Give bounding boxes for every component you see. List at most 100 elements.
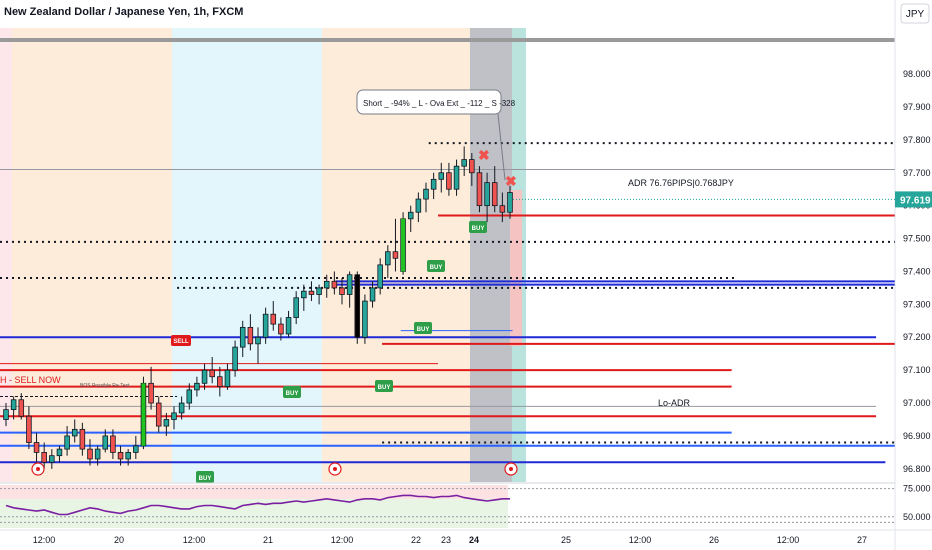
candle-body — [33, 442, 40, 453]
buy-badge — [283, 386, 301, 398]
candle-body — [484, 182, 490, 207]
candle-body — [224, 369, 231, 387]
sell-badge — [171, 335, 191, 346]
candle-body — [461, 159, 467, 167]
candle-body — [362, 300, 368, 338]
session-band — [0, 28, 12, 482]
candle-body — [438, 172, 445, 180]
chart-title: New Zealand Dollar / Japanese Yen, 1h, F… — [4, 6, 243, 18]
y-tick-label: 97.700 — [903, 168, 931, 178]
session-band — [172, 28, 322, 482]
candle-body — [255, 336, 261, 345]
candle-body — [10, 399, 17, 411]
x-tick-label: 12:00 — [777, 535, 800, 545]
candle-body — [186, 389, 193, 404]
y-tick-label: 98.000 — [903, 69, 931, 79]
candle-body — [469, 159, 475, 174]
y-tick-label: 97.300 — [903, 299, 931, 309]
candle-body — [102, 435, 109, 450]
candle-body — [499, 205, 506, 213]
buy-label: BUY — [286, 391, 299, 397]
event-dot — [36, 467, 40, 471]
candle-body — [331, 280, 338, 289]
adr-label: ADR 76.76PIPS|0.768JPY — [628, 178, 734, 188]
x-tick-label: 20 — [114, 535, 124, 545]
x-tick-label: 22 — [411, 535, 421, 545]
lo-adr-label: Lo-ADR — [658, 398, 691, 408]
candle-body — [491, 182, 498, 207]
candle-body — [453, 165, 460, 190]
buy-badge — [427, 260, 445, 272]
session-band — [12, 28, 172, 482]
candle-body — [178, 402, 185, 414]
buy-label: BUY — [417, 327, 430, 333]
candle-body — [270, 313, 277, 325]
currency-label: JPY — [906, 9, 925, 20]
buy-badge — [196, 471, 214, 483]
candle-body — [201, 369, 208, 384]
stats-box — [356, 89, 502, 115]
candle-body — [293, 297, 299, 318]
candle-body — [369, 287, 376, 302]
impulse-candle — [401, 218, 406, 272]
y-tick-label: 97.400 — [903, 266, 931, 276]
x-marker-icon: ✖ — [478, 147, 490, 163]
candle-body — [323, 280, 330, 289]
candle-body — [64, 435, 70, 450]
x-tick-label: 23 — [441, 535, 451, 545]
candle-body — [239, 326, 246, 348]
x-marker-icon: ✖ — [505, 173, 517, 189]
candle-body — [171, 412, 177, 420]
osc-tick-label: 75.000 — [903, 484, 931, 494]
y-tick-label: 96.800 — [903, 464, 931, 474]
candle-body — [110, 435, 116, 453]
candle-body — [133, 445, 139, 453]
candle-body — [415, 198, 422, 213]
candle-body — [117, 451, 124, 460]
candle-body — [385, 251, 391, 266]
y-tick-label: 97.000 — [903, 398, 931, 408]
candle-body — [148, 382, 154, 404]
buy-badge — [414, 322, 432, 334]
candle-body — [41, 451, 47, 463]
candle-body — [316, 287, 322, 295]
candle-body — [285, 317, 292, 335]
last-price-tag — [895, 191, 932, 208]
x-tick-label: 26 — [709, 535, 719, 545]
candle-body — [194, 382, 200, 391]
candle-body — [71, 428, 78, 437]
candle-body — [87, 448, 93, 460]
y-tick-label: 97.200 — [903, 332, 931, 342]
candle-body — [377, 264, 383, 289]
event-dot — [333, 467, 337, 471]
y-tick-label: 97.500 — [903, 234, 931, 244]
candle-body — [155, 402, 162, 427]
candle-body — [247, 326, 254, 345]
impulse-candle — [141, 383, 146, 446]
candle-body — [49, 455, 55, 463]
x-tick-label: 12:00 — [331, 535, 354, 545]
range-box — [510, 190, 522, 346]
buy-label: BUY — [430, 265, 443, 271]
x-tick-label: 21 — [263, 535, 273, 545]
candle-body — [392, 251, 399, 259]
candle-body — [18, 399, 25, 417]
x-tick-label: 27 — [857, 535, 867, 545]
stats-box-pointer — [497, 113, 506, 181]
candle-body — [26, 415, 32, 443]
buy-label: BUY — [199, 476, 212, 482]
bos-note: BOS Possible Re-Test — [80, 383, 130, 389]
osc-tick-label: 50.000 — [903, 512, 931, 522]
y-tick-label: 97.800 — [903, 135, 931, 145]
x-tick-label: 12:00 — [629, 535, 652, 545]
candle-body — [79, 428, 86, 450]
candle-body — [262, 313, 269, 338]
y-tick-label: 97.100 — [903, 365, 931, 375]
candle-body — [94, 448, 101, 460]
x-tick-label: 25 — [561, 535, 571, 545]
candle-body — [346, 274, 353, 295]
x-tick-label: 24 — [469, 535, 479, 545]
x-tick-label: 12:00 — [33, 535, 56, 545]
